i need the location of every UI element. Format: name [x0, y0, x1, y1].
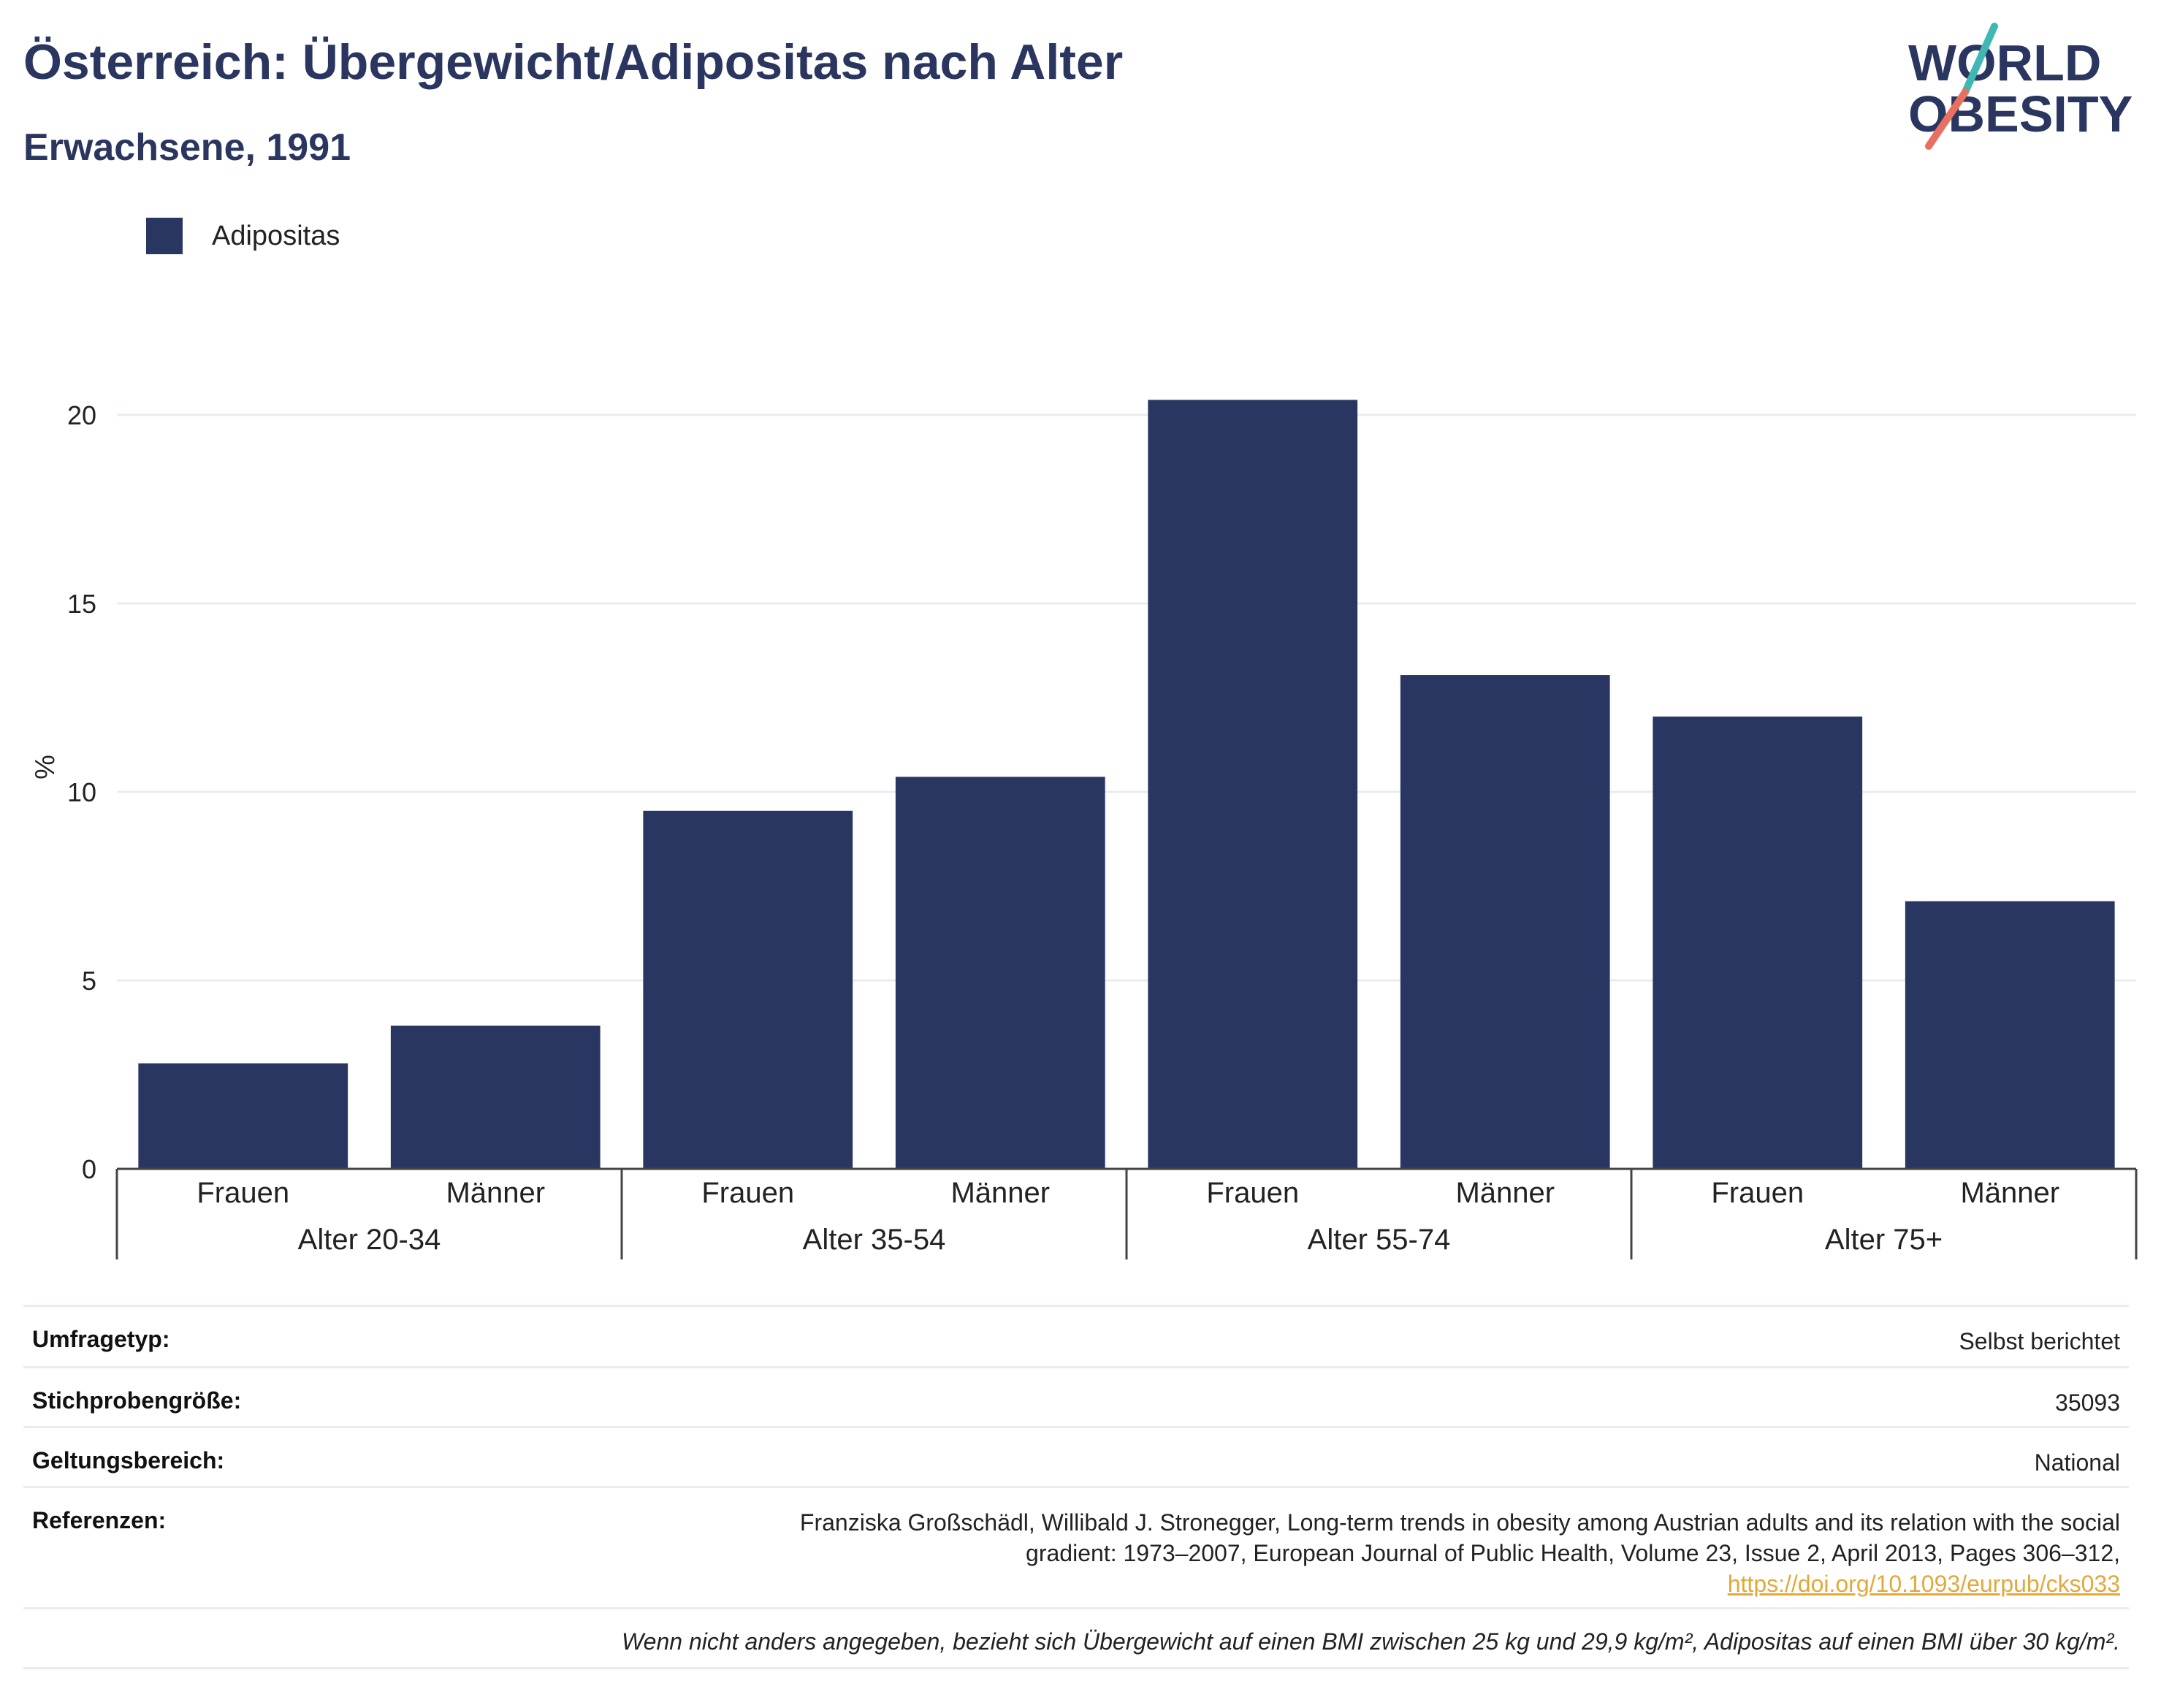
reference-line-2: gradient: 1973–2007, European Journal of…	[1026, 1540, 2120, 1566]
x-tick-label: Männer	[950, 1177, 1050, 1209]
info-value: 35093	[2055, 1389, 2120, 1416]
info-row-note: Wenn nicht anders angegeben, bezieht sic…	[23, 1607, 2129, 1667]
x-tick-label: Männer	[1455, 1177, 1555, 1209]
y-tick-label: 5	[82, 966, 96, 996]
group-label: Alter 35-54	[803, 1224, 946, 1256]
y-tick-label: 0	[82, 1154, 96, 1184]
legend: Adipositas	[146, 218, 340, 254]
bar	[895, 777, 1105, 1169]
bar	[138, 1063, 348, 1169]
world-obesity-logo: WORLD OBESITY	[1908, 23, 2133, 150]
info-key: Geltungsbereich:	[32, 1447, 225, 1473]
table-bottom-divider	[23, 1667, 2129, 1669]
info-key: Referenzen:	[32, 1507, 167, 1533]
reference-line-1: Franziska Großschädl, Willibald J. Stron…	[799, 1509, 2120, 1536]
x-tick-label: Frauen	[701, 1177, 794, 1209]
info-row-sample-size: Stichprobengröße: 35093	[23, 1366, 2129, 1426]
bar	[1905, 901, 2115, 1169]
group-label: Alter 75+	[1825, 1224, 1943, 1256]
info-value: Selbst berichtet	[1959, 1328, 2120, 1354]
y-tick-label: 20	[67, 400, 96, 430]
bar-chart: 0 5 10 15 20% Frauen Männer Frauen Männer Frauen M…	[30, 400, 2138, 1259]
page-title: Österreich: Übergewicht/Adipositas nach …	[23, 34, 1124, 90]
info-value: National	[2034, 1449, 2120, 1476]
bar	[643, 810, 853, 1169]
group-label: Alter 55-74	[1308, 1224, 1451, 1256]
info-row-references: Referenzen: Franziska Großschädl, Willib…	[23, 1486, 2129, 1607]
x-tick-label: Männer	[446, 1177, 545, 1209]
bar	[1400, 675, 1610, 1169]
info-row-survey-type: Umfragetyp: Selbst berichtet	[23, 1305, 2129, 1366]
bmi-note: Wenn nicht anders angegeben, bezieht sic…	[622, 1628, 2120, 1655]
info-key: Stichprobengröße:	[32, 1387, 242, 1414]
page-subtitle: Erwachsene, 1991	[23, 126, 351, 169]
info-row-scope: Geltungsbereich: National	[23, 1426, 2129, 1486]
reference-link[interactable]: https://doi.org/10.1093/eurpub/cks033	[1727, 1571, 2120, 1597]
bar	[1653, 716, 1863, 1169]
logo-accent-coral	[1925, 88, 1969, 150]
x-tick-label: Frauen	[1711, 1177, 1804, 1209]
group-label: Alter 20-34	[298, 1224, 441, 1256]
info-table: Umfragetyp: Selbst berichtet Stichproben…	[23, 1305, 2129, 1669]
logo-accent-teal	[1962, 23, 1998, 96]
y-tick-label: 10	[67, 777, 96, 807]
info-key: Umfragetyp:	[32, 1326, 170, 1352]
x-tick-label: Frauen	[197, 1177, 289, 1209]
logo-text-obesity: OBESITY	[1908, 85, 2133, 142]
x-tick-label: Männer	[1960, 1177, 2059, 1209]
reference-text: Franziska Großschädl, Willibald J. Stron…	[800, 1507, 2120, 1599]
legend-swatch-adipositas[interactable]	[146, 218, 183, 254]
bar	[1148, 400, 1358, 1169]
logo-text-world: WORLD	[1908, 34, 2101, 91]
y-tick-label: 15	[67, 589, 96, 619]
bar	[390, 1025, 601, 1169]
y-axis-label: %	[30, 755, 61, 779]
legend-label-adipositas[interactable]: Adipositas	[212, 220, 340, 251]
x-tick-label: Frauen	[1206, 1177, 1299, 1209]
